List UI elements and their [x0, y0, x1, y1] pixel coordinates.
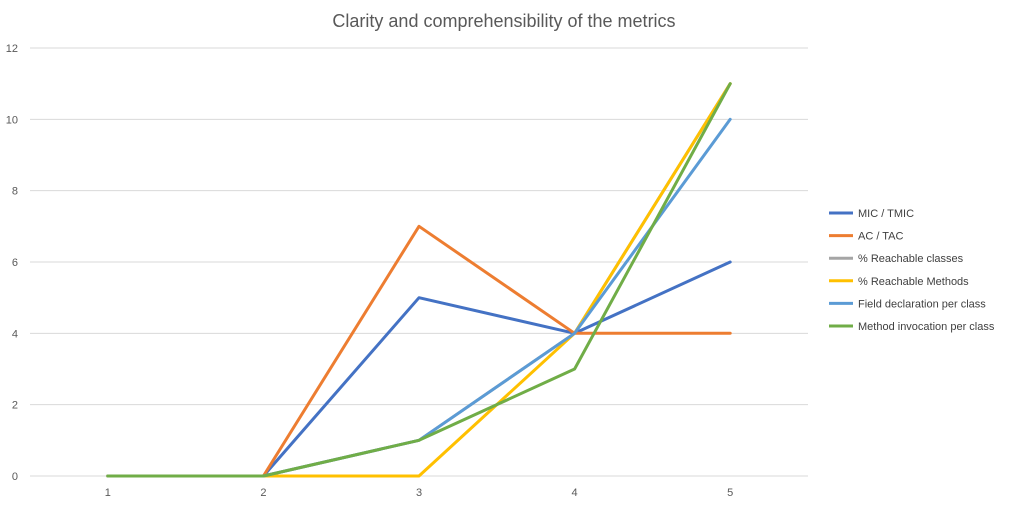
legend-label: % Reachable classes — [858, 253, 964, 265]
gridlines — [30, 47, 808, 477]
x-axis-ticks: 1 2 3 4 5 — [105, 487, 734, 499]
series-line-3 — [106, 82, 732, 478]
y-axis-ticks: 0 2 4 6 8 10 12 — [6, 43, 18, 483]
x-tick-label: 1 — [105, 487, 111, 499]
legend-label: MIC / TMIC — [858, 208, 914, 220]
legend-label: % Reachable Methods — [858, 276, 969, 288]
series-lines — [106, 82, 732, 478]
series-line-1 — [106, 260, 732, 478]
y-tick-label: 6 — [12, 257, 18, 269]
y-tick-label: 4 — [12, 328, 18, 340]
x-tick-label: 2 — [260, 487, 266, 499]
y-tick-label: 2 — [12, 400, 18, 412]
series-line-6 — [106, 82, 732, 478]
legend: MIC / TMIC AC / TAC % Reachable classes % R… — [829, 208, 995, 333]
legend-label: Method invocation per class — [858, 321, 995, 333]
x-tick-label: 3 — [416, 487, 422, 499]
y-tick-label: 0 — [12, 471, 18, 483]
legend-label: Field declaration per class — [858, 298, 986, 310]
y-tick-label: 10 — [6, 114, 18, 126]
y-tick-label: 12 — [6, 43, 18, 55]
y-tick-label: 8 — [12, 186, 18, 198]
x-tick-label: 5 — [727, 487, 733, 499]
series-line-4 — [106, 82, 732, 478]
x-tick-label: 4 — [572, 487, 578, 499]
chart-title: Clarity and comprehensibility of the met… — [332, 11, 675, 31]
legend-label: AC / TAC — [858, 231, 903, 243]
